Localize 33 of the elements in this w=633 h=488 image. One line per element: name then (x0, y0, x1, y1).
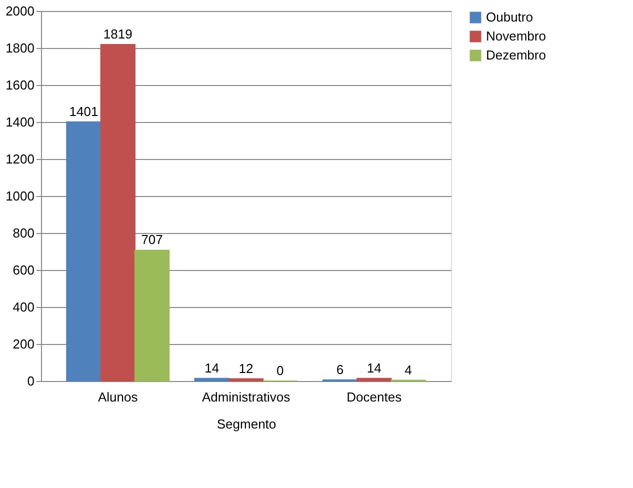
bar (356, 378, 392, 382)
legend-label: Novembro (486, 28, 546, 44)
data-label: 0 (276, 363, 284, 378)
y-tick-label: 600 (12, 262, 34, 278)
y-tick-label: 0 (27, 374, 34, 388)
bar (134, 250, 170, 382)
data-label: 1819 (103, 26, 132, 42)
legend-label: Oubutro (486, 10, 533, 24)
bar (66, 121, 102, 382)
data-label: 14 (366, 360, 382, 376)
y-tick-label: 800 (12, 226, 34, 240)
y-tick-label: 200 (12, 336, 34, 352)
x-tick-label: Administrativos (202, 390, 291, 404)
bar (194, 378, 230, 382)
y-tick-label: 1800 (6, 40, 34, 56)
data-label: 4 (404, 362, 412, 378)
bar (100, 44, 136, 382)
x-axis-title: Segmento (216, 416, 276, 432)
data-label: 707 (141, 232, 163, 248)
x-tick-label: Alunos (98, 390, 138, 404)
y-tick-label: 1600 (6, 78, 34, 92)
x-tick-label: Docentes (346, 390, 402, 404)
y-tick-label: 1200 (6, 152, 34, 166)
legend-label: Dezembro (486, 48, 546, 62)
y-tick-label: 400 (12, 300, 34, 314)
data-label: 12 (238, 360, 254, 376)
data-label: 14 (204, 360, 220, 376)
y-tick-label: 1400 (6, 114, 34, 130)
data-label: 1401 (69, 104, 98, 119)
data-label: 6 (336, 362, 344, 377)
y-tick-label: 1000 (6, 188, 34, 204)
y-tick-label: 2000 (6, 4, 34, 18)
bar (228, 378, 264, 382)
